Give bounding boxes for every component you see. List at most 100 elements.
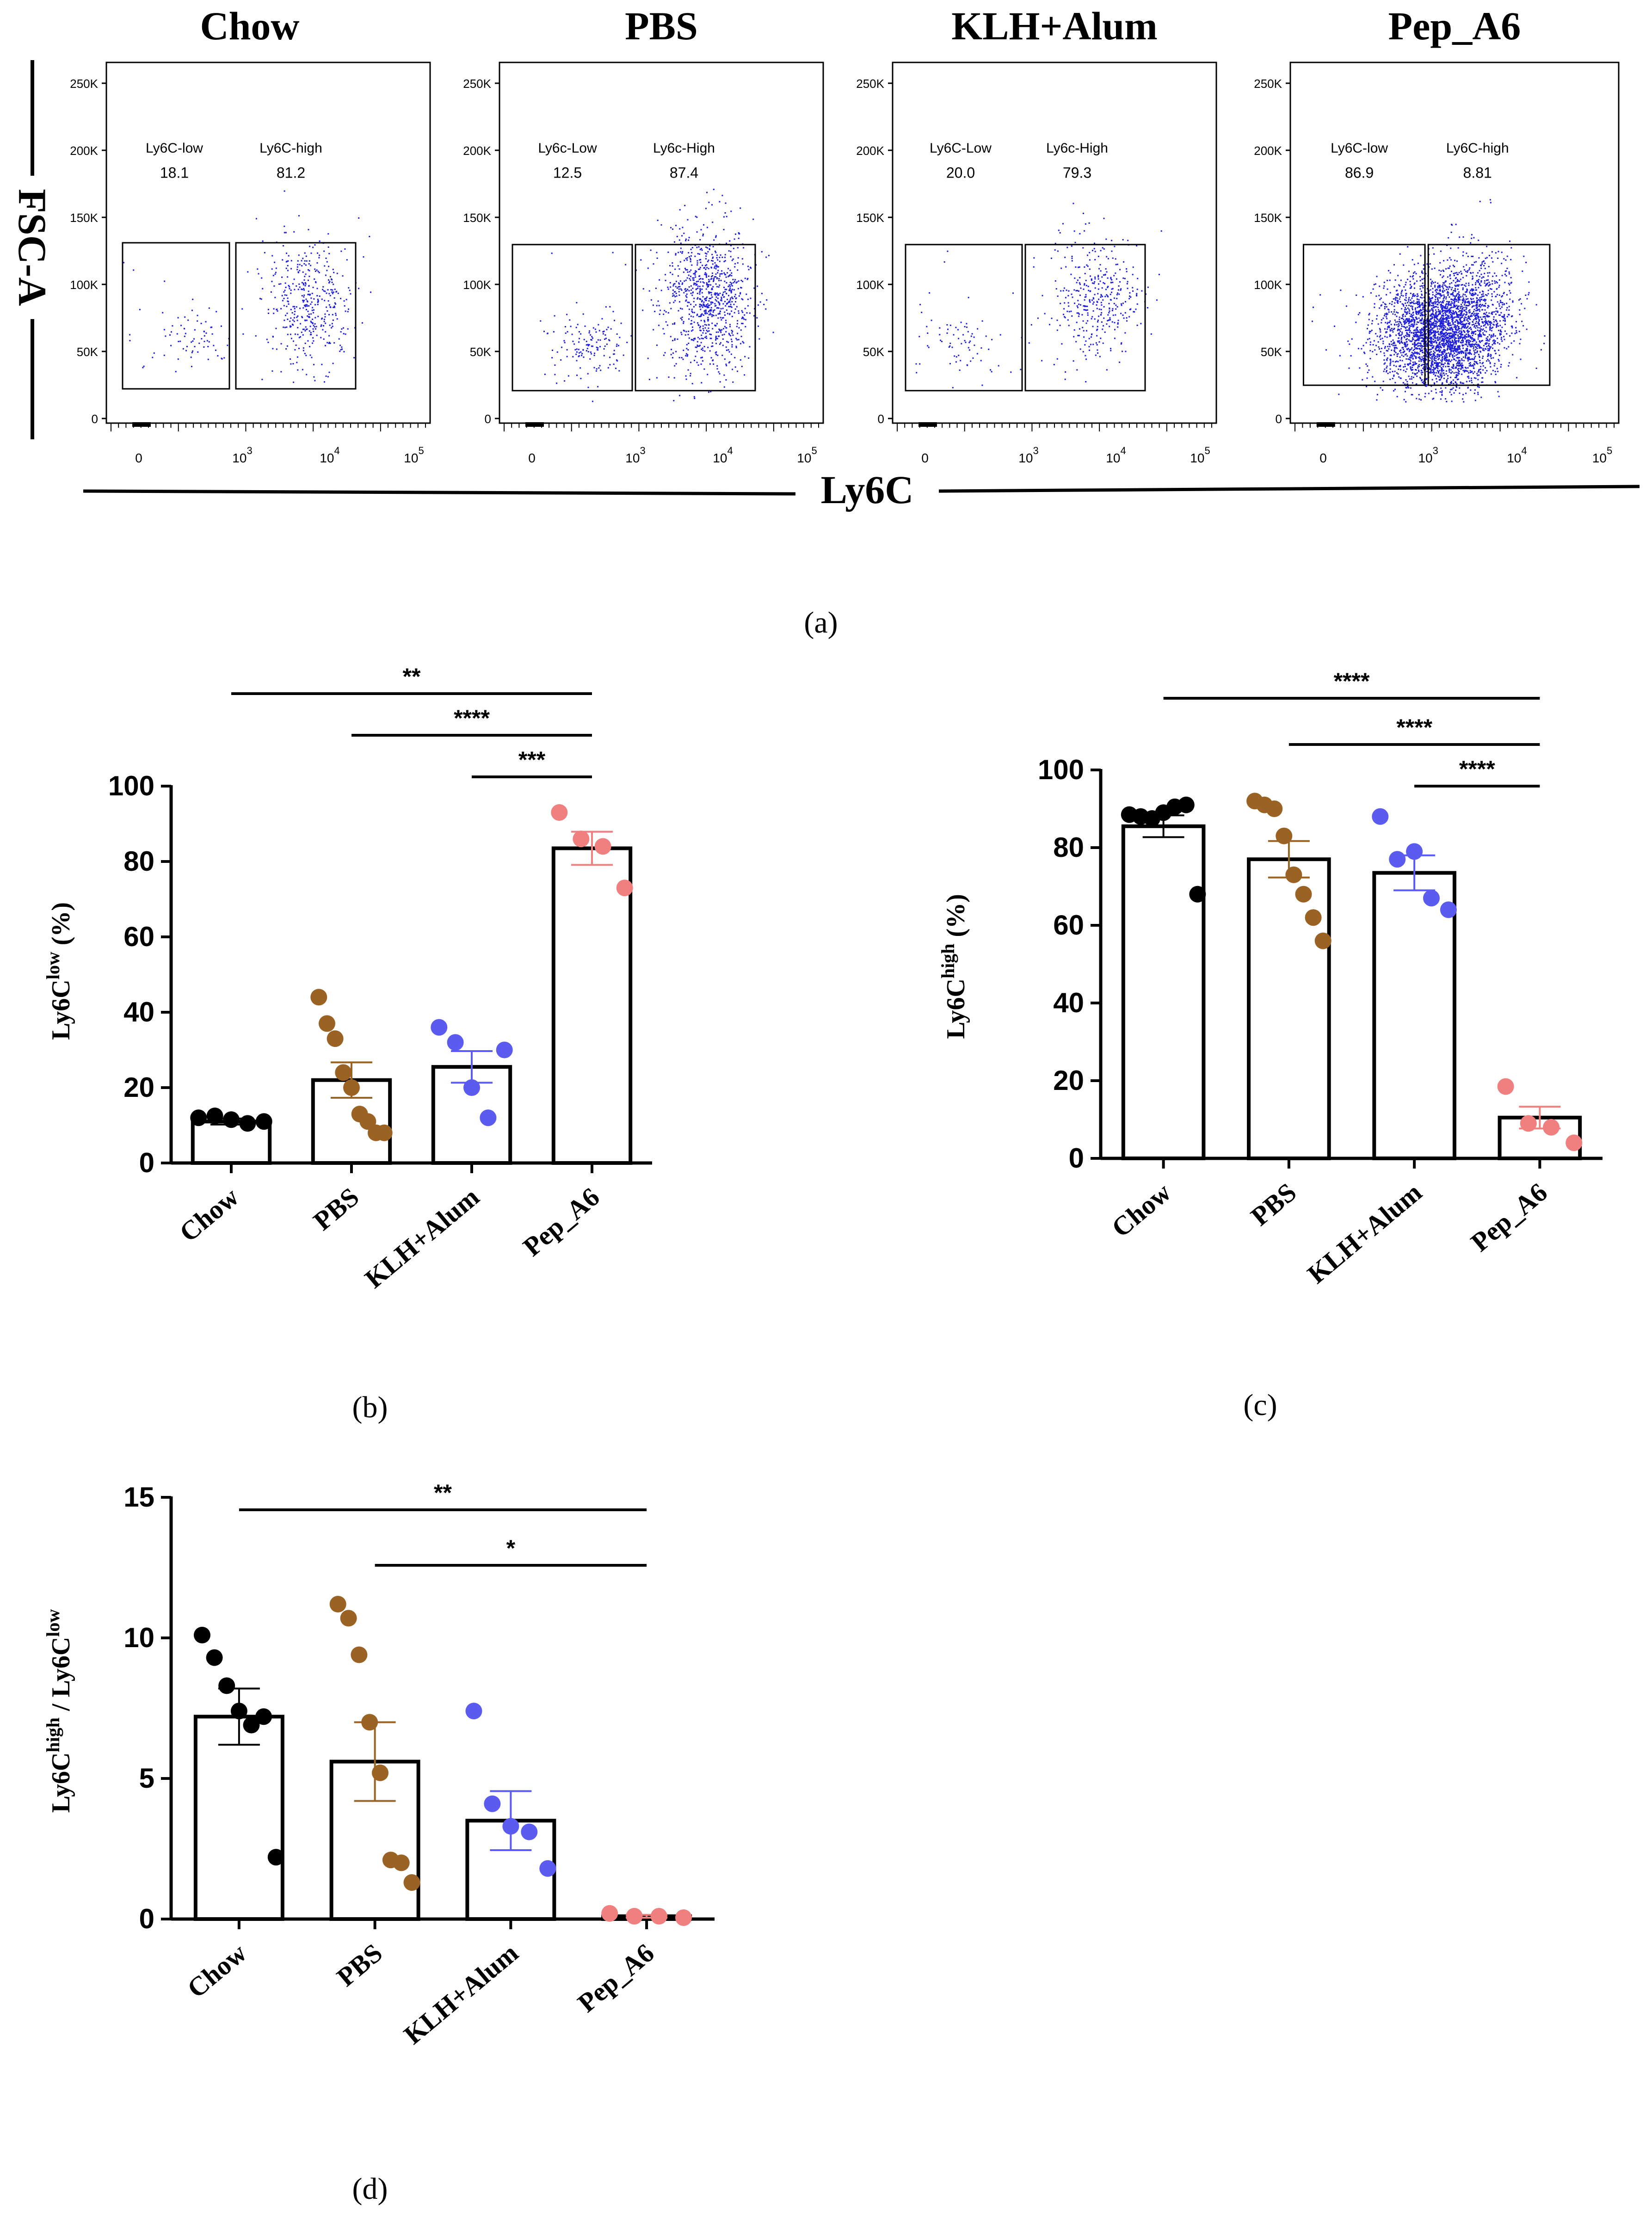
flow-event <box>1415 363 1417 364</box>
flow-event <box>1450 382 1452 384</box>
flow-event <box>575 326 577 328</box>
flow-event <box>1470 340 1472 342</box>
flow-event <box>1443 341 1445 343</box>
flow-event <box>1462 295 1464 297</box>
flow-event <box>1422 381 1424 383</box>
flow-event <box>1434 325 1436 326</box>
flow-event <box>305 306 307 308</box>
flow-event <box>1455 312 1457 314</box>
flow-event <box>1440 367 1442 369</box>
flow-event <box>185 350 187 351</box>
flow-event <box>574 349 576 351</box>
flow-event <box>1067 295 1069 296</box>
flow-event <box>686 353 687 355</box>
flow-event <box>1436 315 1438 317</box>
flow-event <box>1410 302 1412 304</box>
flow-event <box>710 357 712 359</box>
flow-event <box>328 265 330 267</box>
flow-event <box>1406 335 1408 337</box>
flow-event <box>1092 344 1094 345</box>
flow-event <box>1482 316 1484 318</box>
flow-event <box>1423 319 1425 321</box>
flow-event <box>1389 279 1391 281</box>
flow-event <box>567 331 568 332</box>
flow-event <box>763 304 765 305</box>
flow-event <box>674 296 676 297</box>
flow-event <box>1493 339 1495 341</box>
flow-event <box>672 357 673 359</box>
flow-event <box>1383 287 1385 289</box>
flow-event <box>1105 289 1107 290</box>
flow-event <box>200 323 202 324</box>
flow-event <box>1400 352 1402 354</box>
flow-event <box>1447 338 1449 339</box>
flow-event <box>737 332 739 334</box>
flow-event <box>675 286 677 288</box>
flow-event <box>303 296 305 298</box>
flow-event <box>598 367 600 369</box>
flow-event <box>210 326 212 328</box>
flow-event <box>589 330 591 332</box>
flow-event <box>1382 301 1384 303</box>
flow-event <box>728 362 730 363</box>
flow-event <box>1443 343 1445 345</box>
flow-event <box>283 291 285 293</box>
flow-event <box>308 305 310 307</box>
flow-event <box>1404 363 1406 365</box>
flow-event <box>1449 286 1450 288</box>
flow-event <box>1461 340 1463 342</box>
flow-event <box>1446 357 1448 358</box>
flow-event <box>554 315 555 317</box>
flow-event <box>1405 353 1407 355</box>
flow-event <box>715 294 716 296</box>
flow-event <box>1396 356 1398 357</box>
flow-event <box>1400 369 1402 370</box>
flow-event <box>1396 372 1398 374</box>
flow-event <box>687 219 689 221</box>
flow-event <box>1436 323 1437 325</box>
flow-event <box>1012 292 1014 294</box>
flow-event <box>1442 320 1443 322</box>
flow-x-tick-exp: 5 <box>1204 445 1210 456</box>
flow-event <box>1409 358 1411 360</box>
flow-event <box>694 274 696 276</box>
flow-event <box>685 375 687 377</box>
flow-event <box>1444 321 1446 323</box>
flow-event <box>315 326 317 327</box>
flow-event <box>599 365 601 367</box>
flow-event <box>1479 333 1480 335</box>
flow-event <box>1461 351 1463 352</box>
flow-event <box>280 283 282 285</box>
flow-event <box>1110 299 1111 301</box>
flow-event <box>1100 301 1102 303</box>
flow-event <box>699 291 701 293</box>
flow-event <box>1410 357 1412 359</box>
flow-event <box>1348 367 1350 369</box>
flow-event <box>1111 279 1113 281</box>
flow-event <box>696 216 698 218</box>
flow-event <box>1412 343 1413 345</box>
flow-event <box>715 335 717 337</box>
flow-event <box>746 293 747 295</box>
flow-event <box>326 270 328 271</box>
flow-event <box>1412 337 1413 339</box>
flow-event <box>1479 345 1480 347</box>
flow-event <box>1401 308 1403 310</box>
flow-event <box>1073 336 1075 338</box>
flow-event <box>1397 341 1399 343</box>
flow-event <box>1415 329 1417 331</box>
flow-event <box>1453 334 1455 336</box>
flow-event <box>1407 358 1409 360</box>
flow-event <box>1480 296 1482 298</box>
flow-event <box>1464 300 1466 302</box>
flow-event <box>260 298 262 300</box>
flow-event <box>1451 282 1453 284</box>
flow-event <box>674 283 676 285</box>
flow-event <box>1457 293 1459 295</box>
flow-event <box>201 338 203 340</box>
flow-event <box>587 351 589 353</box>
flow-event <box>955 361 957 363</box>
flow-event <box>612 311 614 313</box>
flow-event <box>668 376 670 378</box>
flow-event <box>1502 302 1504 304</box>
